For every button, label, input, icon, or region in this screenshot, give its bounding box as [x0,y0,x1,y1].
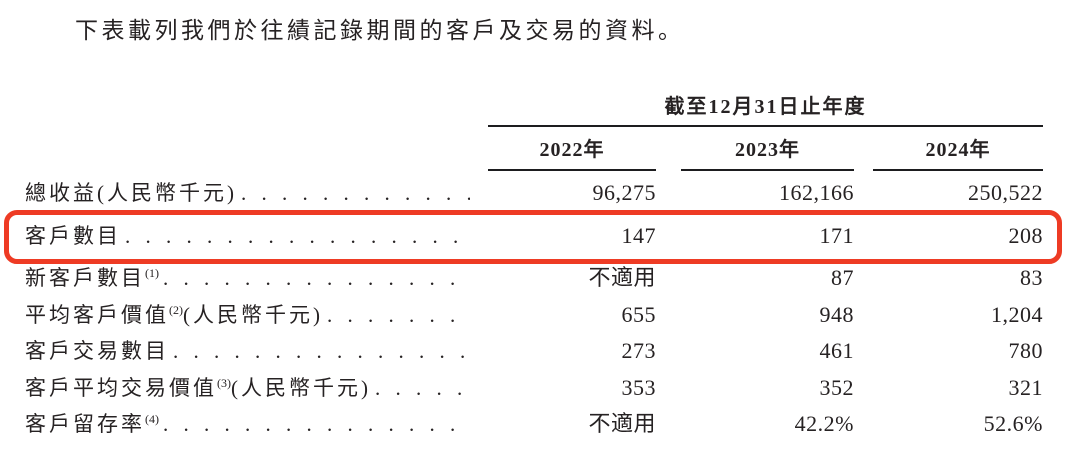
row-label: 新客戶數目(1) [25,266,159,290]
table-row-customer-retention: 客戶留存率(4) 不適用 42.2% 52.6% [25,411,1043,437]
value-cell: 208 [1008,223,1043,248]
value-cell: 42.2% [794,411,854,436]
value-cell: 655 [621,302,656,327]
dot-leader [327,302,470,328]
table-row-avg-customer-value: 平均客戶價值(2)(人民幣千元) 655 948 1,204 [25,302,1043,328]
year-header-row: 2022年 2023年 2024年 [470,138,1043,171]
footnote-marker: (2) [169,303,183,317]
dot-leader [125,223,470,249]
value-cell: 171 [819,223,854,248]
value-cell: 250,522 [968,180,1043,205]
value-cell: 83 [1020,265,1043,290]
footnote-marker: (4) [145,412,159,426]
value-cell: 147 [621,223,656,248]
value-cell: 96,275 [592,180,656,205]
table-row-customer-transactions: 客戶交易數目 273 461 780 [25,338,1043,364]
value-cell: 不適用 [588,265,656,290]
row-label: 客戶交易數目 [25,339,169,363]
dot-leader [375,375,470,401]
value-cell: 1,204 [991,302,1043,327]
row-label: 客戶數目 [25,224,121,248]
page-title: 下表載列我們於往績記錄期間的客戶及交易的資料。 [75,18,685,43]
value-cell: 352 [819,375,854,400]
value-cell: 不適用 [588,411,656,436]
value-cell: 87 [831,265,854,290]
footnote-marker: (1) [145,266,159,280]
value-cell: 52.6% [983,411,1043,436]
value-cell: 353 [621,375,656,400]
value-cell: 461 [819,338,854,363]
year-label-2023: 2023年 [681,138,854,171]
year-label-2022: 2022年 [488,138,656,171]
row-label: 總收益(人民幣千元) [25,181,237,205]
value-cell: 948 [819,302,854,327]
row-label: 平均客戶價值(2)(人民幣千元) [25,303,323,327]
value-cell: 321 [1008,375,1043,400]
table-row-new-customer-count: 新客戶數目(1) 不適用 87 83 [25,265,1043,291]
row-label: 客戶平均交易價值(3)(人民幣千元) [25,376,371,400]
table-row-avg-transaction-value: 客戶平均交易價值(3)(人民幣千元) 353 352 321 [25,375,1043,401]
footnote-marker: (3) [217,376,231,390]
year-label-2024: 2024年 [873,138,1043,171]
dot-leader [241,180,470,206]
value-cell: 162,166 [779,180,854,205]
dot-leader [163,265,470,291]
dot-leader [173,338,470,364]
table-row-total-revenue: 總收益(人民幣千元) 96,275 162,166 250,522 [25,180,1043,206]
value-cell: 273 [621,338,656,363]
table-row-customer-count: 客戶數目 147 171 208 [25,223,1043,249]
dot-leader [163,411,470,437]
value-cell: 780 [1008,338,1043,363]
row-label: 客戶留存率(4) [25,412,159,436]
period-header-underline [488,125,1043,127]
period-header: 截至12月31日止年度 [664,96,867,118]
